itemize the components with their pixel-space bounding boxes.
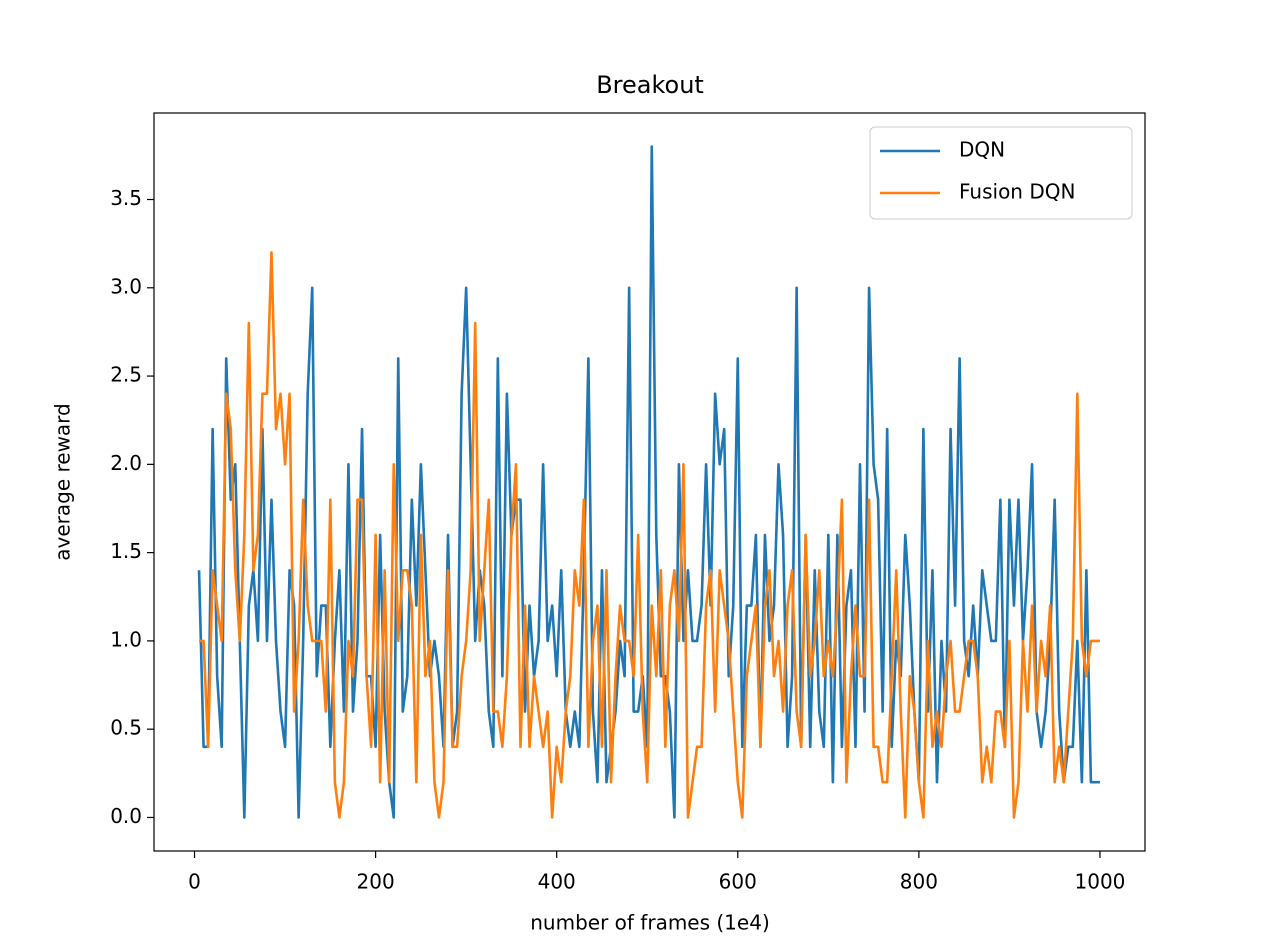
y-axis-label: average reward [51, 403, 75, 561]
series-line [197, 145, 1100, 819]
chart-title: Breakout [596, 71, 704, 99]
x-tick-label: 400 [538, 870, 576, 894]
plot-frame [153, 112, 1146, 852]
x-tick-label: 600 [719, 870, 757, 894]
y-tick-label: 0.5 [110, 716, 142, 740]
x-tick-label: 0 [188, 870, 201, 894]
x-axis-label: number of frames (1e4) [530, 911, 770, 935]
y-tick-label: 2.0 [110, 451, 142, 475]
y-tick-label: 1.0 [110, 627, 142, 651]
legend-label: DQN [959, 138, 1005, 162]
y-tick-label: 2.5 [110, 363, 142, 387]
legend-label: Fusion DQN [959, 180, 1075, 204]
y-tick-label: 0.0 [110, 804, 142, 828]
x-tick-label: 200 [357, 870, 395, 894]
x-tick-label: 800 [900, 870, 938, 894]
y-tick-label: 1.5 [110, 539, 142, 563]
x-tick-label: 1000 [1075, 870, 1126, 894]
y-tick-label: 3.5 [110, 186, 142, 210]
y-tick-label: 3.0 [110, 274, 142, 298]
series-line [199, 251, 1100, 819]
